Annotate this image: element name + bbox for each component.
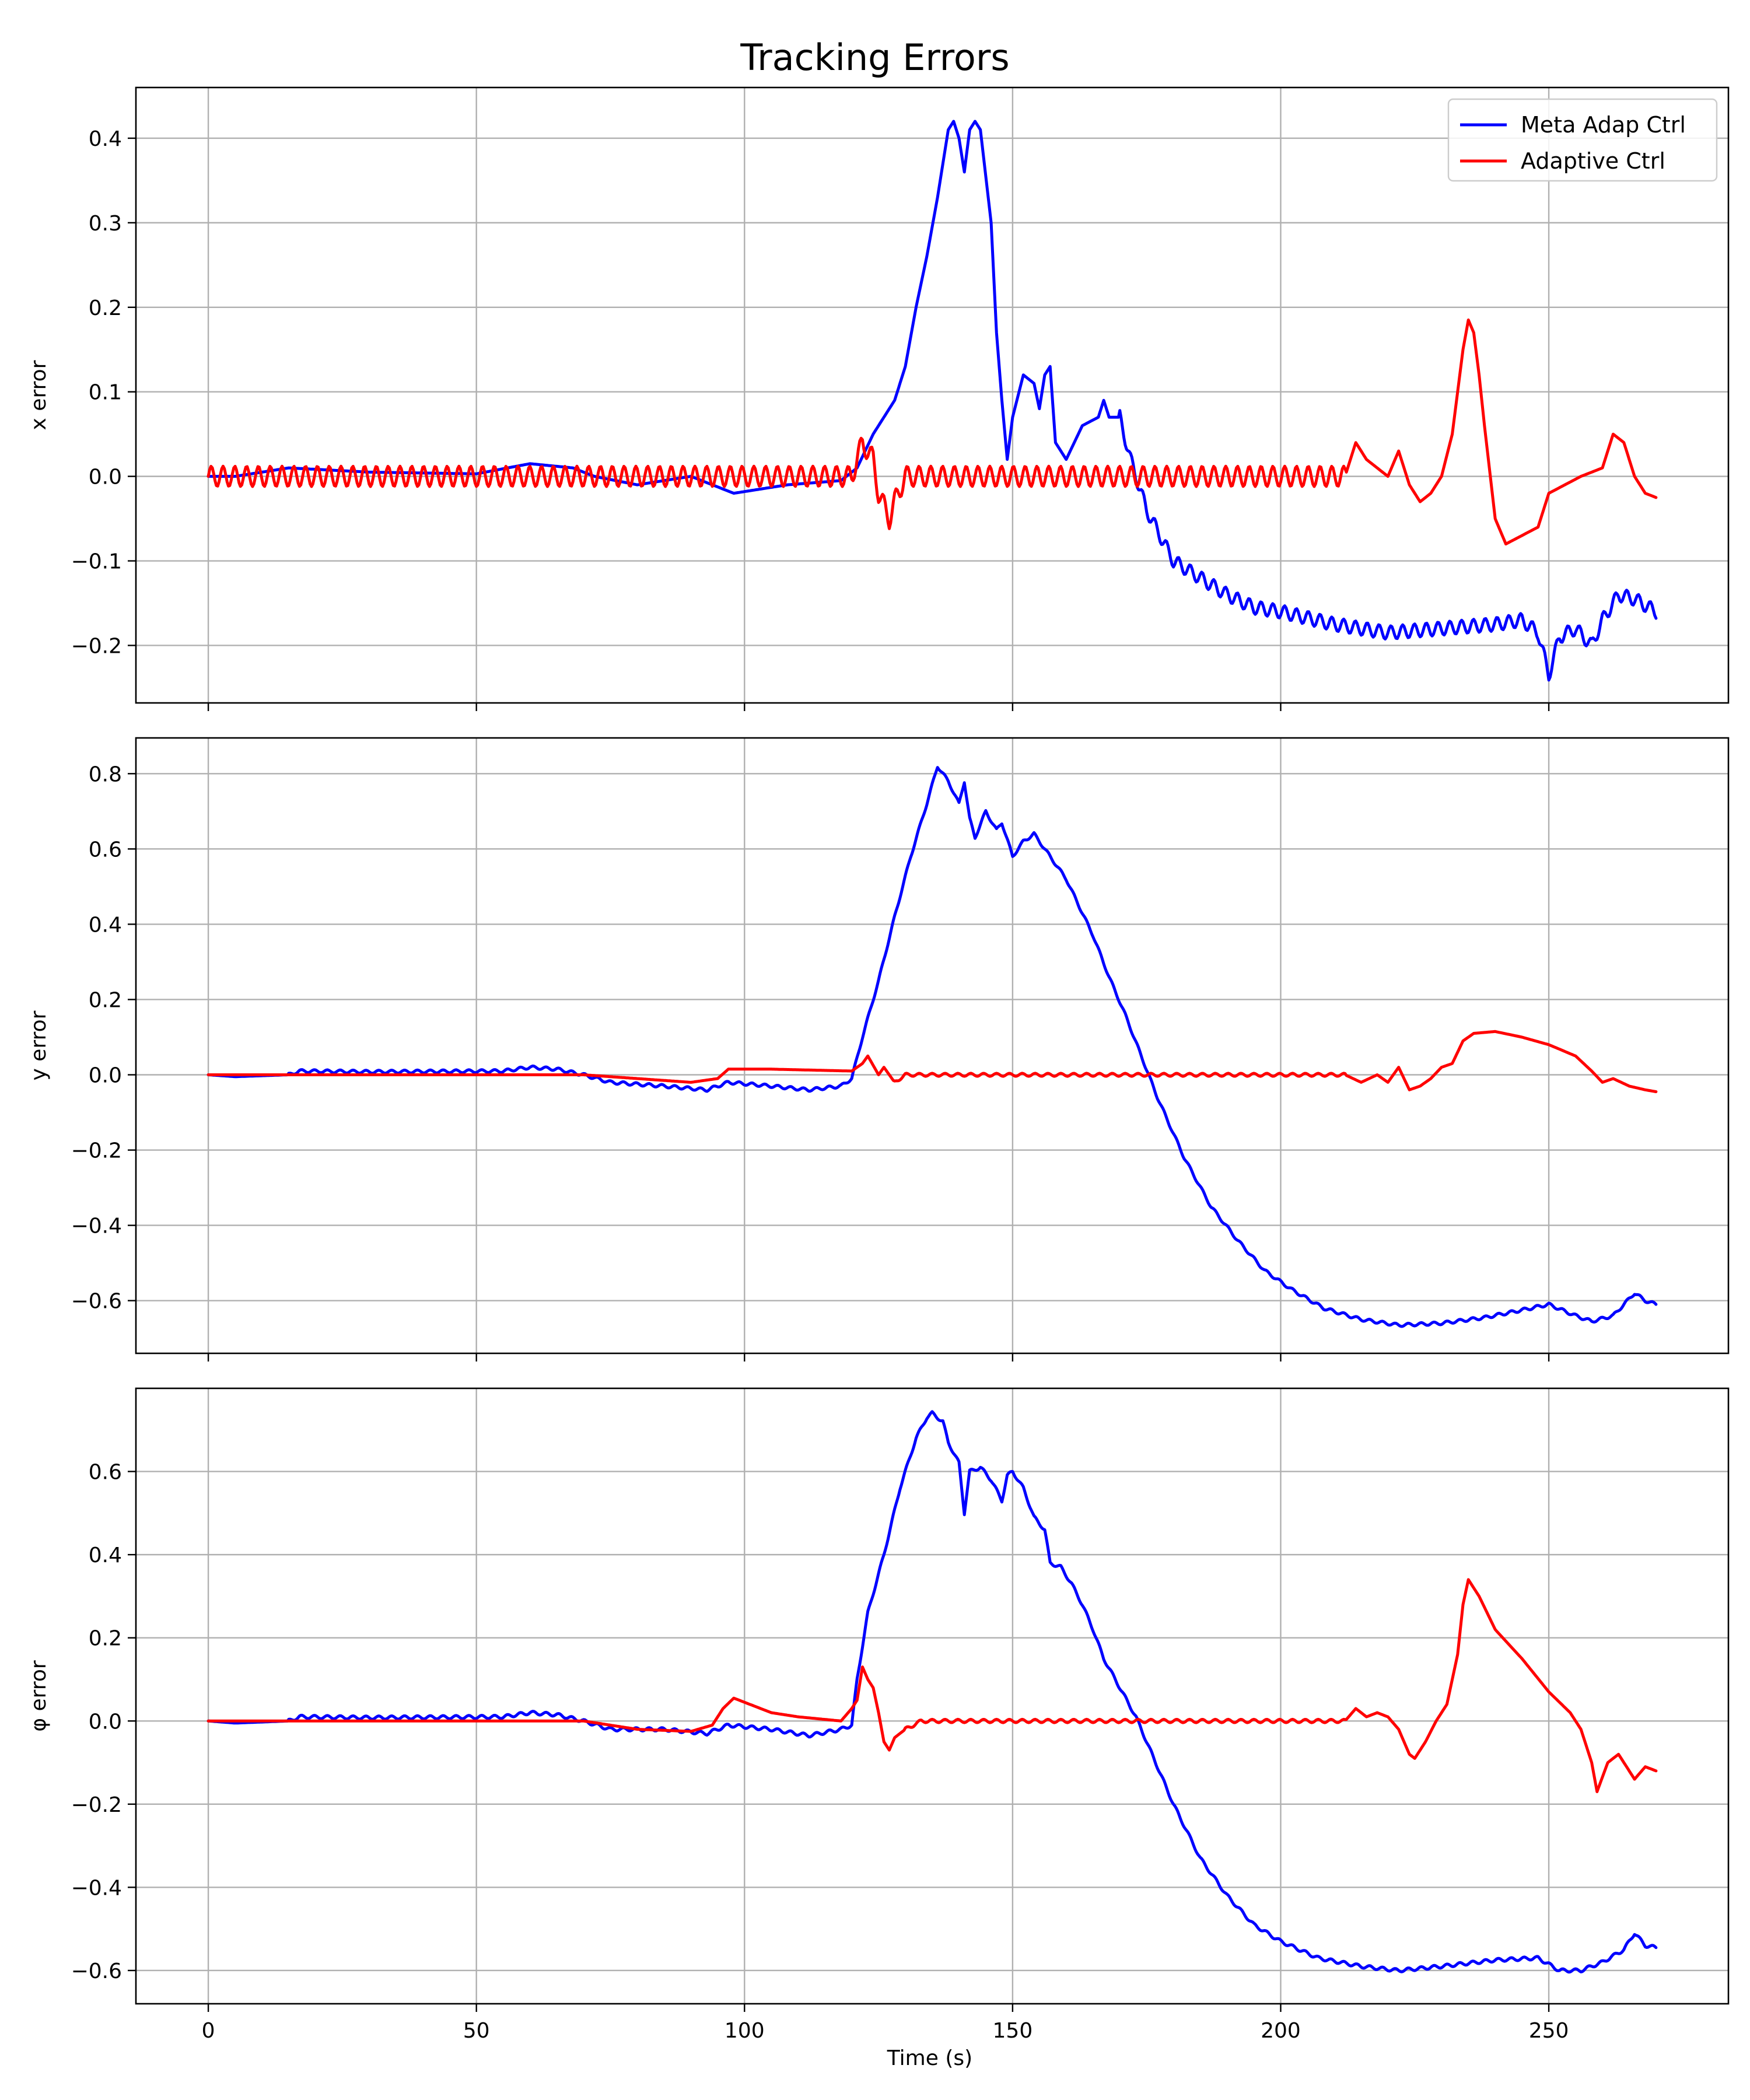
series-line-adaptive-ctrl	[206, 1578, 1658, 1793]
subplot-panels: −0.2−0.10.00.10.20.30.4x error−0.6−0.4−0…	[27, 86, 1730, 2043]
series-line-adaptive-ctrl	[206, 1030, 1658, 1093]
y-tick-label: −0.1	[71, 550, 122, 574]
axes-frame	[135, 86, 1730, 704]
y-tick-label: −0.6	[71, 1959, 122, 1983]
y-tick-label: 0.2	[89, 1627, 122, 1651]
y-axis-label: y error	[27, 1010, 51, 1080]
y-tick-label: 0.4	[89, 913, 122, 937]
legend-label: Adaptive Ctrl	[1521, 148, 1665, 174]
y-tick-label: 0.4	[89, 1544, 122, 1567]
y-tick-label: −0.2	[71, 634, 122, 658]
x-tick-label: 150	[993, 2019, 1033, 2043]
y-tick-label: 0.8	[89, 762, 122, 786]
y-tick-label: 0.3	[89, 212, 122, 236]
x-axis-label: Time (s)	[887, 2046, 972, 2070]
subplot-3: 0 50 100 150 200 250 −0.6 −0.4 −0.2 0.0 0.2 0.4 0.6 φ…	[27, 1387, 1730, 2043]
x-tick-label: 200	[1261, 2019, 1301, 2043]
y-tick-label: 0.1	[89, 381, 122, 405]
x-tick-label: 250	[1529, 2019, 1569, 2043]
y-axis-label: φ error	[27, 1660, 51, 1732]
y-tick-label: 0.0	[89, 1710, 122, 1734]
legend: Meta Adap Ctrl Adaptive Ctrl	[1447, 98, 1718, 182]
x-tick-label: 100	[724, 2019, 765, 2043]
y-tick-label: 0.6	[89, 838, 122, 862]
y-tick-label: 0.6	[89, 1461, 122, 1485]
axes-frame	[135, 737, 1730, 1354]
x-tick-label: 0	[202, 2019, 215, 2043]
y-tick-label: −0.4	[71, 1214, 122, 1238]
y-tick-label: 0.2	[89, 296, 122, 320]
y-tick-label: 0.0	[89, 466, 122, 489]
series-line-meta-adap-ctrl	[206, 766, 1658, 1328]
y-axis-label: x error	[27, 360, 51, 430]
axes-frame	[135, 1387, 1730, 2005]
legend-box	[1447, 98, 1718, 182]
chart-title: Tracking Errors	[740, 36, 1009, 79]
legend-label: Meta Adap Ctrl	[1521, 112, 1686, 138]
y-tick-label: −0.2	[71, 1139, 122, 1163]
y-tick-label: 0.2	[89, 988, 122, 1012]
y-tick-label: 0.0	[89, 1064, 122, 1088]
x-tick-label: 50	[463, 2019, 490, 2043]
series-line-meta-adap-ctrl	[206, 1410, 1658, 1974]
y-tick-label: −0.4	[71, 1876, 122, 1900]
series-line-adaptive-ctrl	[206, 318, 1658, 546]
y-tick-label: −0.2	[71, 1793, 122, 1817]
y-tick-label: −0.6	[71, 1290, 122, 1314]
subplot-2: −0.6 −0.4 −0.2 0.0 0.2 0.4 0.6 0.8 y error	[27, 737, 1730, 1362]
y-tick-label: 0.4	[89, 127, 122, 151]
